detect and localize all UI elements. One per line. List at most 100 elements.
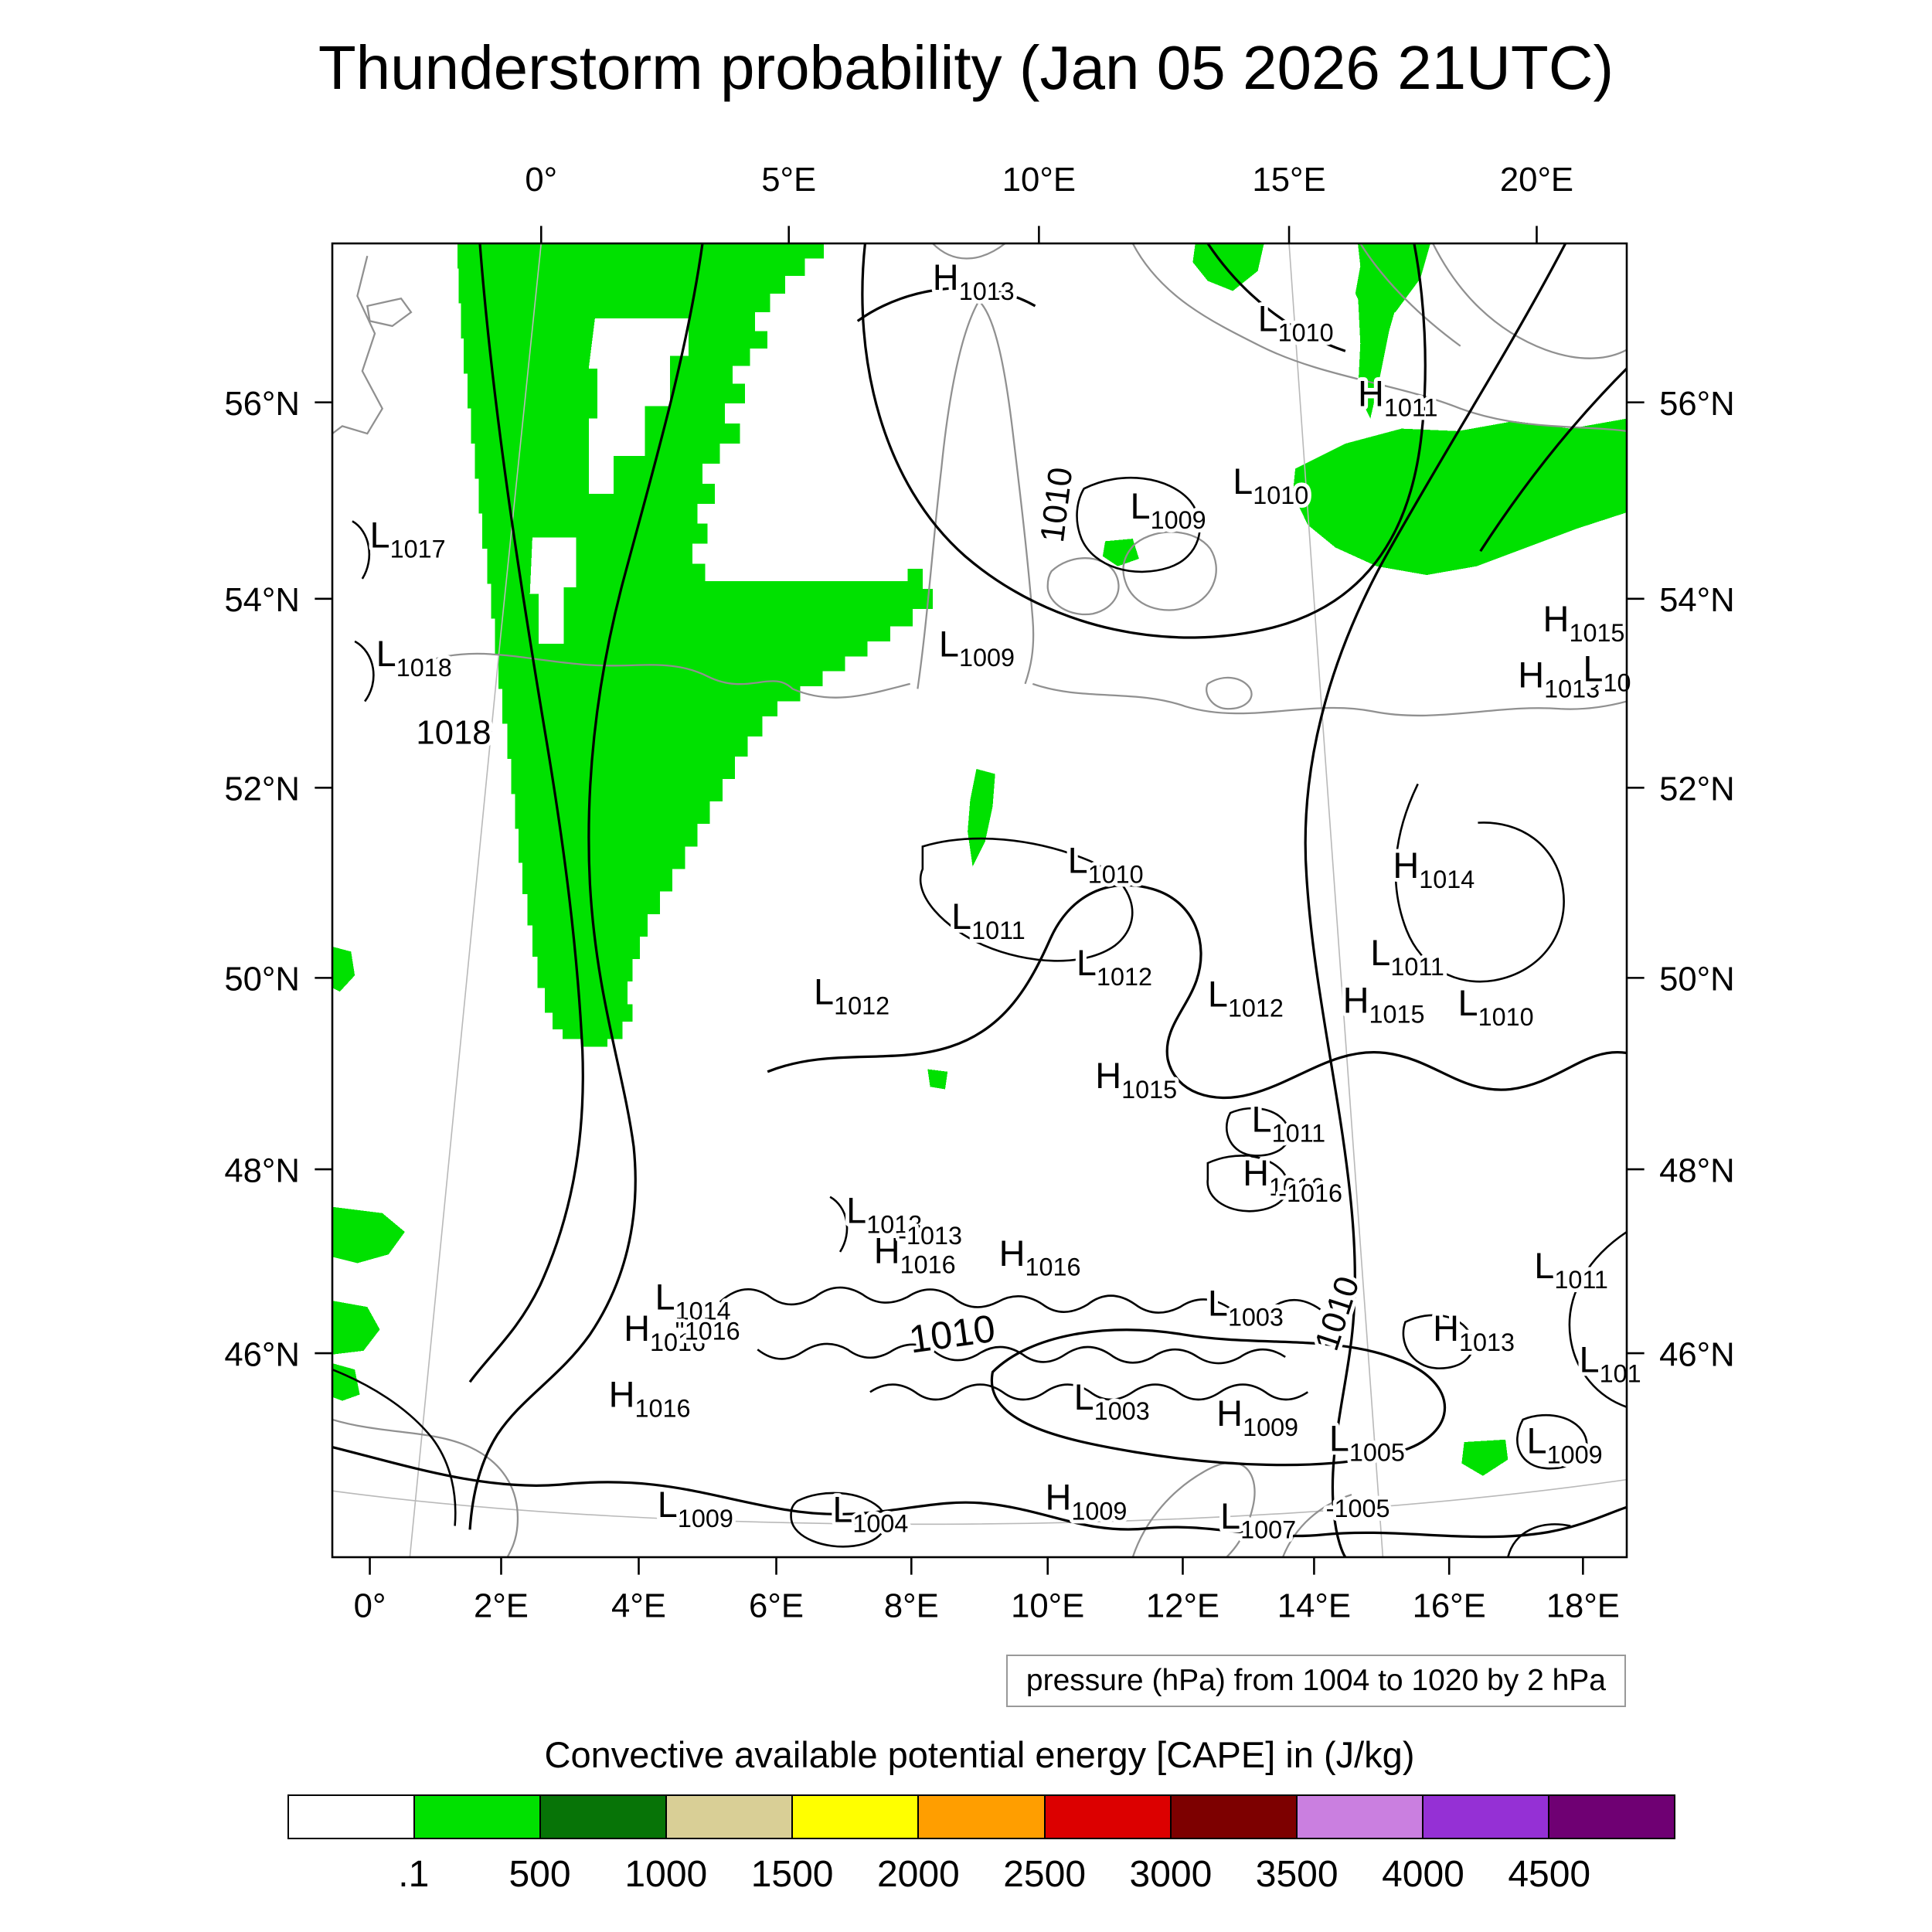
axis-label: 14°E bbox=[1277, 1587, 1351, 1625]
axis-label: 48°N bbox=[224, 1151, 300, 1189]
axis-label: 56°N bbox=[224, 385, 300, 423]
pressure-center-label-l101: L101 bbox=[1580, 1339, 1641, 1387]
cape-colorbar bbox=[287, 1794, 1675, 1839]
colorbar-tick-label: 1500 bbox=[750, 1854, 834, 1895]
pressure-center-label-h1016: H1016 bbox=[999, 1233, 1081, 1281]
axis-label: 18°E bbox=[1546, 1587, 1620, 1625]
axis-label: 50°N bbox=[224, 961, 300, 998]
pressure-center-label-l1003: L1003 bbox=[1074, 1377, 1150, 1425]
cape-hole bbox=[588, 318, 689, 494]
axis-label: 52°N bbox=[224, 770, 300, 808]
contour-label-1010: 1010 bbox=[1308, 1272, 1367, 1355]
axis-layer: 0° 5°E 10°E 15°E 20°E 0° 2°E 4°E 6°E 8°E 10°E 12°E 1… bbox=[224, 161, 1734, 1625]
axis-label: 50°N bbox=[1659, 961, 1735, 998]
axis-label: 46°N bbox=[1659, 1335, 1735, 1373]
map-area: H1013 L1010 H1011 L1010 L1009 L1017 H1015 L1018… bbox=[224, 161, 1734, 1625]
cape-patch bbox=[332, 946, 355, 992]
colorbar-tick-label: 3500 bbox=[1255, 1854, 1338, 1895]
pressure-center-label-h1014: H1014 bbox=[1393, 845, 1475, 893]
cape-patch bbox=[332, 1363, 360, 1401]
colorbar-segment-0 bbox=[289, 1796, 416, 1838]
pressure-center-label-l1011: L1011 bbox=[1370, 933, 1444, 981]
cape-hole bbox=[529, 537, 577, 645]
colorbar-tick-label: 1000 bbox=[624, 1854, 708, 1895]
pressure-center-label-l1010: L1010 bbox=[1258, 298, 1334, 346]
colorbar-tick-label: .1 bbox=[398, 1854, 430, 1895]
axis-label: 2°E bbox=[474, 1587, 529, 1625]
contour-label-1005: -1005 bbox=[1326, 1495, 1390, 1522]
pressure-label-layer: H1013 L1010 H1011 L1010 L1009 L1017 H1015 L1018… bbox=[366, 253, 1645, 1548]
axis-label: 4°E bbox=[611, 1587, 666, 1625]
cape-patch bbox=[332, 1301, 380, 1355]
pressure-center-label-h1013: H1013 bbox=[933, 257, 1015, 305]
page-title: Thunderstorm probability (Jan 05 2026 21… bbox=[318, 33, 1614, 102]
pressure-center-label-h1015: H1015 bbox=[1543, 599, 1625, 647]
colorbar-tick-label: 2500 bbox=[1003, 1854, 1087, 1895]
axis-label: 5°E bbox=[761, 161, 816, 199]
cape-patch bbox=[1461, 1439, 1509, 1476]
pressure-center-label-l1009: L1009 bbox=[939, 624, 1015, 672]
axis-label: 56°N bbox=[1659, 385, 1735, 423]
axis-label: 52°N bbox=[1659, 770, 1735, 808]
pressure-center-label-h1013: H1013 bbox=[1433, 1308, 1515, 1356]
pressure-center-label-l1010: L1010 bbox=[1068, 840, 1144, 888]
colorbar-title: Convective available potential energy [C… bbox=[544, 1734, 1415, 1775]
axis-label: 54°N bbox=[224, 581, 300, 619]
pressure-center-label-l1010: L1010 bbox=[1458, 983, 1534, 1031]
axis-label: 54°N bbox=[1659, 581, 1735, 619]
colorbar-segment-4 bbox=[793, 1796, 920, 1838]
colorbar-segment-1 bbox=[415, 1796, 542, 1838]
axis-label: 20°E bbox=[1500, 161, 1573, 199]
colorbar-segment-5 bbox=[919, 1796, 1046, 1838]
pressure-center-label-h1016: H1016 bbox=[1243, 1153, 1325, 1201]
pressure-center-label-l1009: L1009 bbox=[1527, 1421, 1603, 1469]
pressure-range-caption: pressure (hPa) from 1004 to 1020 by 2 hP… bbox=[1005, 1655, 1626, 1707]
pressure-center-label-l10: L10 bbox=[1583, 649, 1631, 697]
pressure-center-label-l1018: L1018 bbox=[376, 634, 452, 682]
contour-label-1010: 1010 bbox=[906, 1307, 998, 1362]
pressure-center-label-h1015: H1015 bbox=[1343, 981, 1425, 1029]
colorbar-segment-7 bbox=[1171, 1796, 1298, 1838]
pressure-center-label-h1016: H1016 bbox=[609, 1375, 691, 1423]
map-frame bbox=[331, 242, 1628, 1559]
axis-label: 48°N bbox=[1659, 1151, 1735, 1189]
axis-label: 16°E bbox=[1413, 1587, 1486, 1625]
pressure-center-label-l1012: L1012 bbox=[1208, 975, 1284, 1022]
contour-label-1016: ''1016 bbox=[675, 1317, 740, 1345]
pressure-center-label-l1009: L1009 bbox=[658, 1485, 733, 1532]
cape-patch bbox=[927, 1069, 948, 1090]
pressure-center-label-l1012: L1012 bbox=[814, 971, 889, 1019]
colorbar-tick-label: 2000 bbox=[876, 1854, 960, 1895]
axis-label: 0° bbox=[525, 161, 557, 199]
colorbar-tick-label: 500 bbox=[509, 1854, 571, 1895]
contour-label-1010: 1010 bbox=[1033, 465, 1080, 544]
axis-label: 46°N bbox=[224, 1335, 300, 1373]
pressure-center-label-l1014: L1014 bbox=[655, 1277, 731, 1325]
pressure-center-label-l1012: L1012 bbox=[1077, 943, 1152, 991]
pressure-center-label-h1011: H1011 bbox=[1358, 373, 1437, 421]
pressure-center-label-l1003: L1003 bbox=[1208, 1284, 1284, 1332]
pressure-center-label-l1007: L1007 bbox=[1220, 1496, 1296, 1544]
colorbar-tick-label: 3000 bbox=[1129, 1854, 1213, 1895]
cape-main-blob bbox=[457, 243, 933, 1047]
contour-label-1013: -1013 bbox=[898, 1222, 962, 1250]
pressure-center-label-l1009: L1009 bbox=[1131, 486, 1206, 534]
pressure-center-label-l1013: L1013 bbox=[846, 1191, 922, 1239]
contour-label-1016: -1016 bbox=[1278, 1179, 1342, 1207]
cape-patch bbox=[1102, 539, 1139, 566]
pressure-center-label-h1013: H1013 bbox=[1518, 655, 1600, 703]
axis-label: 8°E bbox=[884, 1587, 939, 1625]
colorbar-tick-labels: .1 500 1000 1500 2000 2500 3000 3500 4000 4500 bbox=[287, 1853, 1675, 1900]
colorbar-tick-label: 4500 bbox=[1508, 1854, 1591, 1895]
pressure-center-label-h1016: H1016 bbox=[624, 1308, 706, 1356]
colorbar-segment-10 bbox=[1549, 1796, 1675, 1838]
isobar-layer bbox=[332, 243, 1628, 1558]
pressure-center-label-l1011: L1011 bbox=[951, 896, 1026, 944]
pressure-center-label-l1017: L1017 bbox=[370, 515, 446, 563]
axis-label: 15°E bbox=[1252, 161, 1325, 199]
pressure-center-label-l1004: L1004 bbox=[832, 1490, 908, 1538]
cape-patch bbox=[968, 769, 995, 867]
colorbar-segment-9 bbox=[1423, 1796, 1549, 1838]
cape-patch bbox=[1292, 418, 1627, 576]
